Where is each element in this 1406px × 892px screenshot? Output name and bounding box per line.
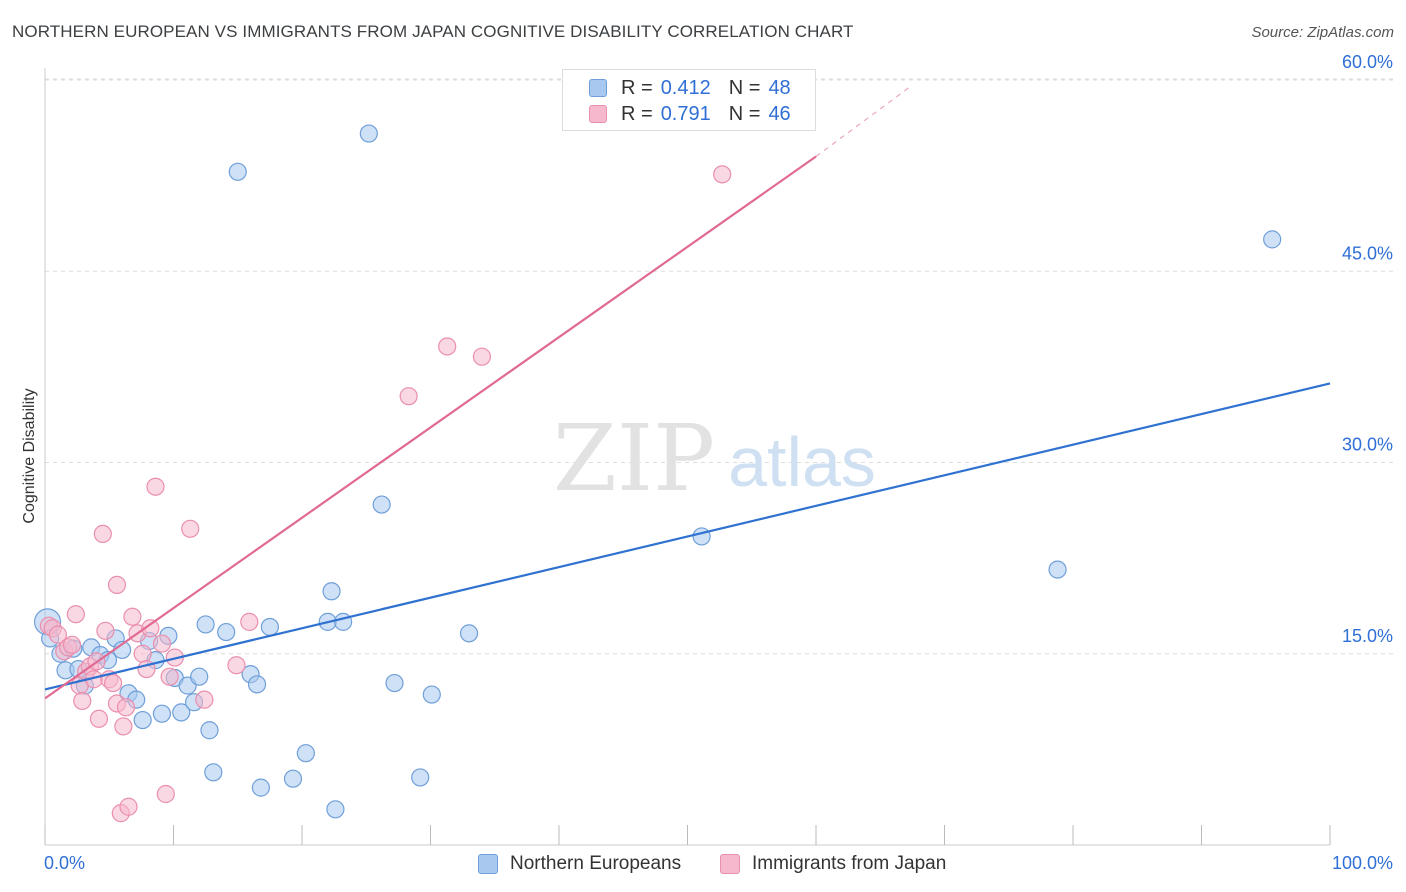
- x-tick-label-max: 100.0%: [1332, 853, 1393, 873]
- northern-europeans-point: [204, 763, 223, 782]
- immigrants-japan-point: [93, 524, 112, 544]
- immigrants-japan-point: [62, 635, 82, 654]
- immigrants-japan-point: [116, 698, 136, 717]
- axis-layer: 15.0% 30.0% 45.0% 60.0% 0.0% 100.0%: [44, 52, 1393, 873]
- immigrants-japan-point: [48, 625, 67, 644]
- immigrants-japan-point: [227, 656, 246, 675]
- northern-europeans-point: [692, 527, 711, 546]
- immigrants-japan-point: [472, 347, 491, 366]
- northern-europeans-point: [133, 710, 152, 730]
- immigrants-japan-point: [119, 797, 138, 816]
- immigrants-japan-point: [123, 607, 142, 626]
- northern-europeans-point: [1263, 230, 1282, 249]
- immigrants-japan-trendline: [44, 155, 817, 700]
- legend-r-value: 0.791: [660, 102, 711, 125]
- legend-label: Immigrants from Japan: [752, 853, 947, 874]
- watermark-zip: ZIP: [553, 405, 715, 512]
- immigrants-japan-point: [141, 619, 160, 638]
- northern-europeans-point: [1048, 560, 1067, 579]
- northern-europeans-point: [385, 673, 404, 693]
- bottom-legend-immigrants-japan[interactable]: Immigrants from Japan: [720, 850, 946, 878]
- legend-r-label: R =: [621, 76, 653, 99]
- northern-europeans-point: [422, 685, 441, 704]
- legend-r-label: R =: [621, 102, 653, 125]
- northern-europeans-point: [152, 704, 172, 723]
- x-tick-label-min: 0.0%: [44, 853, 85, 873]
- immigrants-japan-point: [96, 621, 115, 640]
- immigrants-japan-point: [146, 477, 165, 496]
- y-tick-label: 45.0%: [1342, 243, 1393, 263]
- immigrants-japan-point: [104, 673, 123, 693]
- y-tick-label: 15.0%: [1342, 626, 1393, 646]
- legend-row-immigrants-japan: R = 0.791 N = 46: [589, 102, 791, 126]
- northern-europeans-point: [172, 703, 191, 722]
- northern-europeans-point: [217, 622, 236, 642]
- points-layer: [33, 124, 1282, 823]
- immigrants-japan-point: [240, 612, 259, 631]
- y-tick-label: 60.0%: [1342, 52, 1393, 72]
- immigrants-japan-point: [438, 337, 457, 356]
- immigrants-japan-trendline-extension: [815, 84, 913, 157]
- northern-europeans-point: [260, 617, 279, 637]
- immigrants-japan-point: [713, 165, 732, 184]
- legend-row-northern-europeans: R = 0.412 N = 48: [589, 76, 791, 100]
- legend-n-value: 48: [768, 76, 791, 99]
- immigrants-japan-point: [66, 605, 85, 624]
- northern-europeans-point: [247, 675, 267, 694]
- watermark: ZIP atlas: [553, 405, 876, 512]
- immigrants-japan-point: [195, 690, 214, 709]
- northern-europeans-point: [411, 768, 430, 787]
- immigrants-japan-point: [107, 575, 127, 595]
- northern-europeans-trendline: [44, 382, 1331, 691]
- legend-swatch-pink: [589, 105, 607, 123]
- bottom-legend-northern-europeans[interactable]: Northern Europeans: [478, 850, 681, 878]
- northern-europeans-point: [359, 124, 378, 143]
- immigrants-japan-point: [152, 634, 172, 653]
- northern-europeans-point: [196, 615, 215, 634]
- northern-europeans-point: [459, 624, 479, 643]
- northern-europeans-point: [322, 582, 341, 601]
- immigrants-japan-point: [89, 709, 109, 728]
- correlation-legend: R = 0.412 N = 48 R = 0.791 N = 46: [562, 69, 816, 131]
- northern-europeans-point: [200, 721, 219, 740]
- y-tick-label: 30.0%: [1342, 435, 1393, 455]
- northern-europeans-point: [190, 667, 209, 686]
- legend-r-value: 0.412: [660, 76, 711, 99]
- legend-n-label: N =: [728, 102, 761, 125]
- y-axis-label: Cognitive Disability: [21, 388, 38, 523]
- northern-europeans-point: [283, 769, 303, 788]
- northern-europeans-point: [326, 800, 345, 819]
- legend-swatch-pink: [720, 854, 740, 874]
- source-label: Source: ZipAtlas.com: [1251, 24, 1394, 41]
- northern-europeans-point: [296, 744, 315, 763]
- northern-europeans-point: [372, 495, 391, 514]
- northern-europeans-point: [228, 162, 247, 181]
- immigrants-japan-point: [133, 644, 152, 663]
- trend-layer: [44, 84, 1331, 700]
- immigrants-japan-point: [399, 387, 418, 406]
- immigrants-japan-point: [73, 691, 92, 711]
- northern-europeans-point: [251, 778, 270, 797]
- legend-swatch-blue: [589, 79, 607, 97]
- chart-title: NORTHERN EUROPEAN VS IMMIGRANTS FROM JAP…: [12, 22, 854, 41]
- legend-n-label: N =: [728, 76, 761, 99]
- immigrants-japan-point: [160, 667, 179, 686]
- grid-layer: [45, 78, 1395, 655]
- immigrants-japan-point: [181, 519, 200, 538]
- legend-swatch-blue: [478, 854, 498, 874]
- immigrants-japan-point: [114, 717, 133, 736]
- legend-n-value: 46: [768, 102, 791, 125]
- immigrants-japan-point: [156, 784, 175, 804]
- legend-label: Northern Europeans: [510, 853, 682, 874]
- watermark-atlas: atlas: [728, 423, 876, 501]
